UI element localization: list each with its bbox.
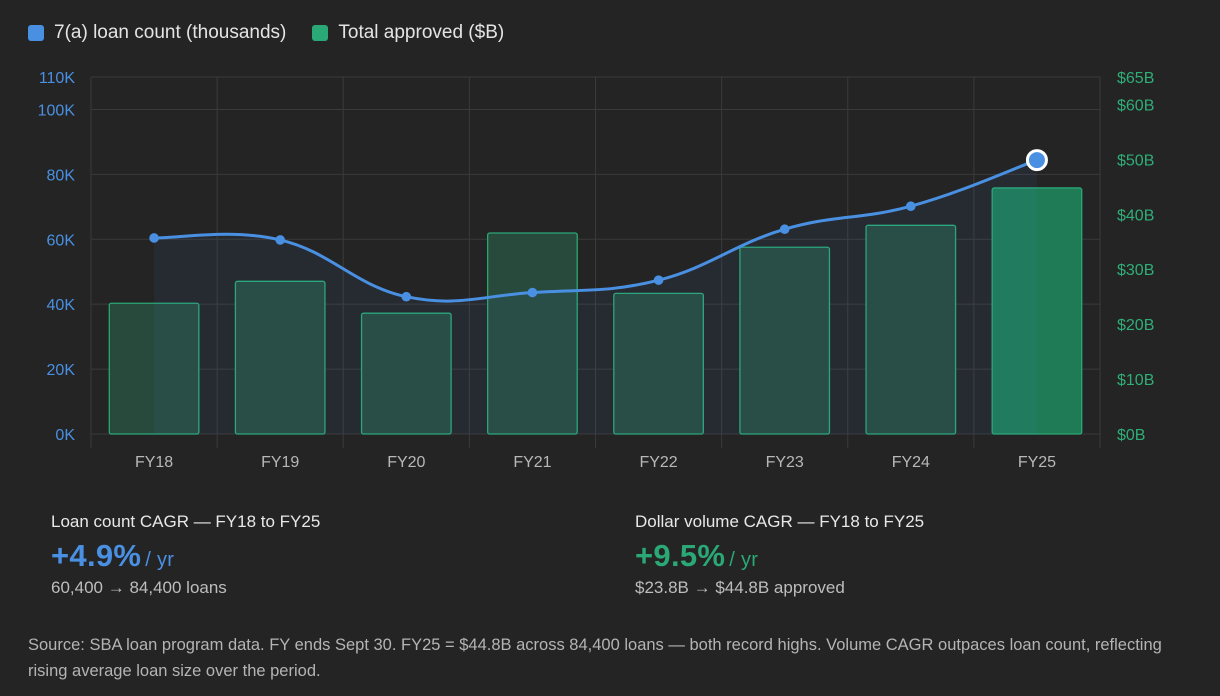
stat-subtitle: $23.8B → $44.8B approved <box>635 578 845 597</box>
legend-label-loan-count: 7(a) loan count (thousands) <box>54 22 287 43</box>
right-tick-label: $30B <box>1117 262 1154 279</box>
line-points <box>149 149 1048 302</box>
legend-swatch-total-approved <box>312 25 329 41</box>
bar-fy25 <box>991 187 1083 435</box>
stat-title: Loan count CAGR — FY18 to FY25 <box>51 512 321 531</box>
bar-fy21 <box>487 232 578 435</box>
bar-series <box>108 187 1083 435</box>
stat-value-number: +9.5% <box>635 538 726 573</box>
line-area-fill <box>154 160 1037 435</box>
line-loan-count <box>152 158 1039 303</box>
point-fy20 <box>401 291 412 302</box>
stat-dollar-volume-cagr: Dollar volume CAGR — FY18 to FY25 +9.5% /… <box>635 512 924 598</box>
right-tick-label: $50B <box>1117 152 1154 169</box>
stat-loan-count-cagr: Loan count CAGR — FY18 to FY25 +4.9% / yr… <box>51 512 320 598</box>
point-fy25 <box>1025 149 1048 172</box>
legend-label-total-approved: Total approved ($B) <box>338 22 505 43</box>
stat-value-unit: / yr <box>145 549 175 571</box>
x-tick-label: FY21 <box>513 454 551 471</box>
stat-subtitle: 60,400 → 84,400 loans <box>51 578 227 597</box>
legend-item-total-approved: Total approved ($B) <box>312 22 504 44</box>
bar-fy22 <box>613 292 704 435</box>
stat-value-number: +4.9% <box>51 538 142 573</box>
legend-swatch-loan-count <box>28 25 44 41</box>
x-tick-label: FY24 <box>892 454 930 471</box>
left-tick-label: 80K <box>47 167 76 184</box>
legend-item-loan-count: 7(a) loan count (thousands) <box>28 22 286 44</box>
bar-fy24 <box>865 224 957 435</box>
left-tick-label: 100K <box>38 102 76 119</box>
right-tick-label: $60B <box>1117 97 1154 114</box>
right-tick-label: $0B <box>1117 427 1145 444</box>
x-axis-ticks: FY18 FY19 FY20 FY21 FY22 FY23 FY24 FY25 <box>135 454 1056 471</box>
x-tick-label: FY22 <box>639 454 677 471</box>
right-axis-ticks: $0B $10B $20B $30B $40B $50B $60B $65B <box>1117 70 1154 444</box>
x-tick-label: FY20 <box>387 454 425 471</box>
point-fy22 <box>653 275 664 285</box>
x-tick-label: FY25 <box>1018 454 1056 471</box>
left-tick-label: 110K <box>39 70 76 87</box>
stat-title: Dollar volume CAGR — FY18 to FY25 <box>635 512 925 531</box>
bar-fy19 <box>234 280 326 435</box>
left-tick-label: 60K <box>47 232 76 249</box>
left-tick-label: 0K <box>55 427 75 444</box>
right-tick-label: $20B <box>1117 317 1154 334</box>
source-note: Source: SBA loan program data. FY ends S… <box>28 636 1162 680</box>
x-tick-label: FY23 <box>766 454 804 471</box>
combo-chart: 0K 20K 40K 60K 80K 100K 110K $0B $10B $20B $30B $4… <box>38 70 1155 471</box>
point-fy24 <box>906 201 916 211</box>
point-fy18 <box>149 233 159 243</box>
right-tick-label: $40B <box>1117 207 1154 224</box>
left-tick-label: 40K <box>47 297 76 314</box>
stat-value-unit: / yr <box>729 549 759 571</box>
x-tick-label: FY19 <box>261 454 299 471</box>
bar-fy20 <box>360 312 452 435</box>
right-tick-label: $10B <box>1117 372 1154 389</box>
point-fy19 <box>275 235 285 245</box>
point-fy23 <box>779 224 790 235</box>
x-tick-label: FY18 <box>135 454 173 471</box>
stat-value: +4.9% / yr <box>51 538 320 574</box>
line-area <box>154 160 1037 435</box>
bar-fy23 <box>739 246 831 435</box>
point-fy21 <box>527 287 538 298</box>
left-tick-label: 20K <box>47 362 76 379</box>
stat-value: +9.5% / yr <box>635 538 924 574</box>
left-axis-ticks: 0K 20K 40K 60K 80K 100K 110K <box>38 70 76 444</box>
chart-legend: 7(a) loan count (thousands) Total approv… <box>28 22 504 44</box>
bar-fy18 <box>108 302 200 435</box>
line-series <box>152 158 1039 303</box>
right-tick-label: $65B <box>1117 70 1154 87</box>
